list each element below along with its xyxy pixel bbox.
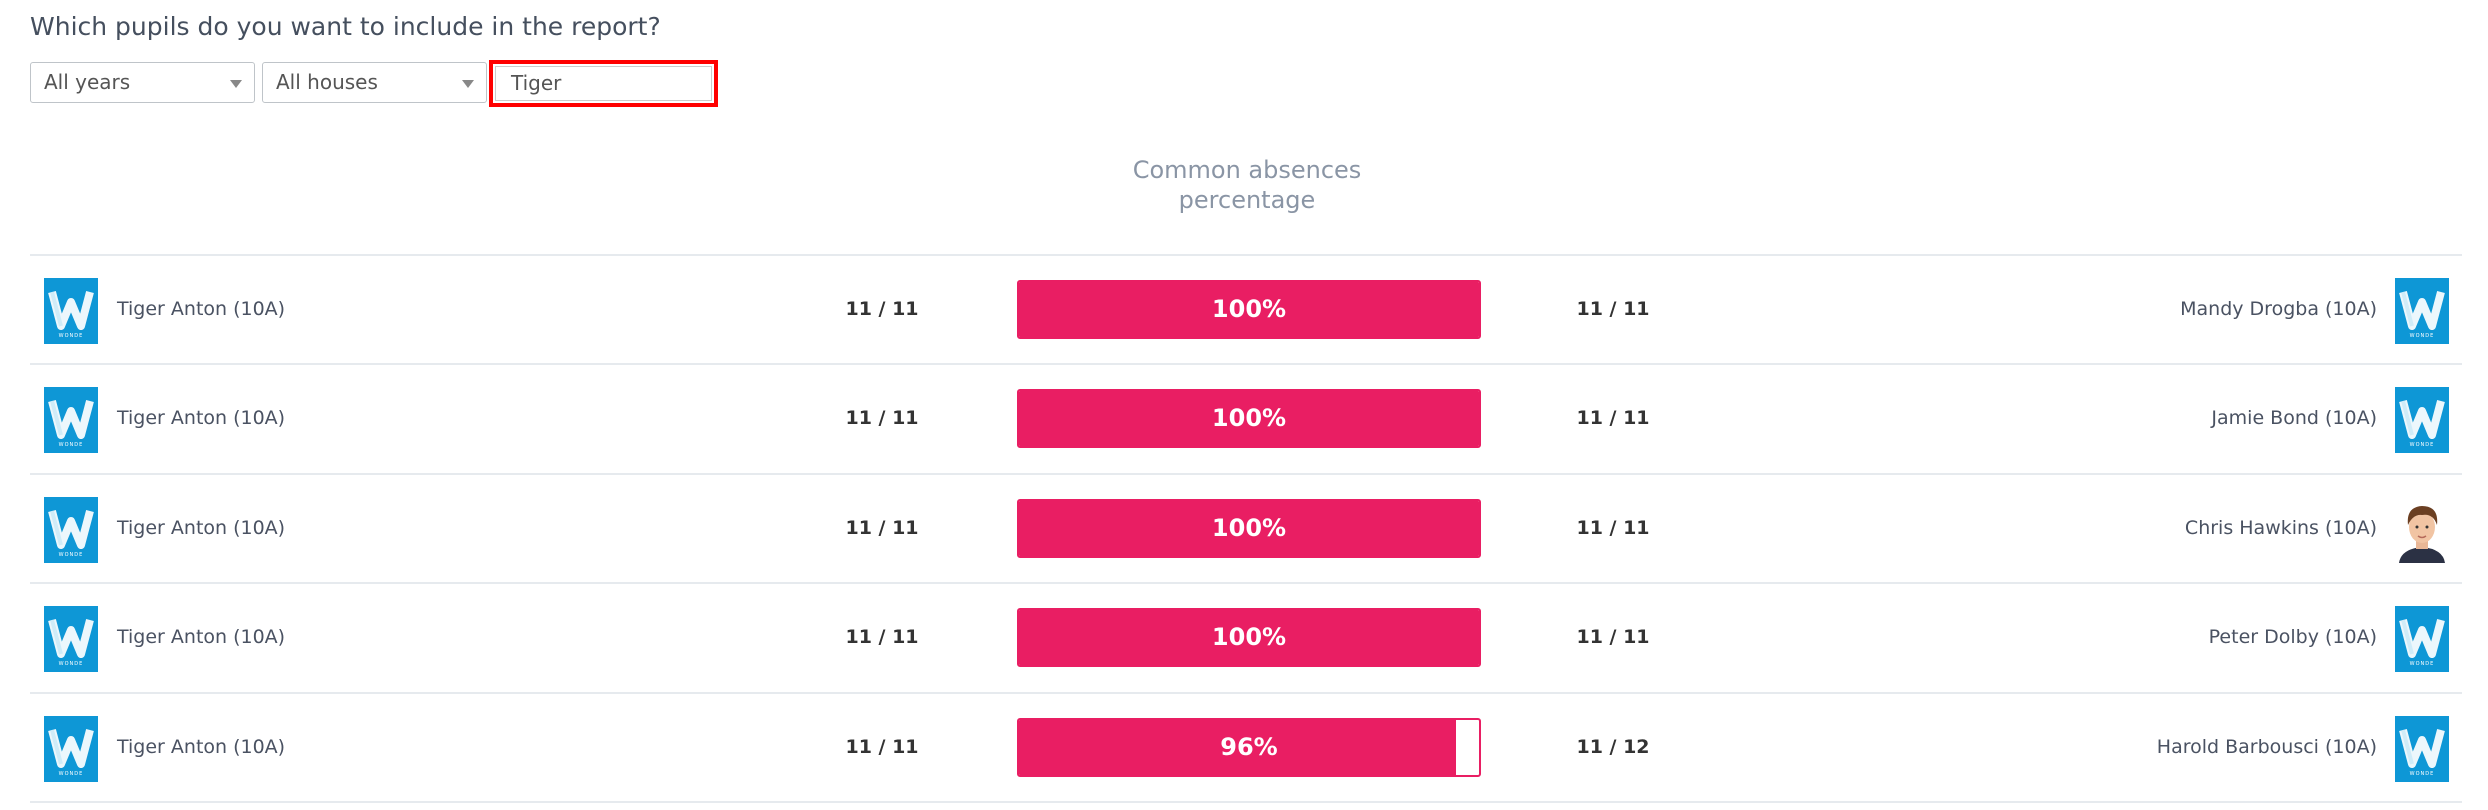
percentage-bar: 100% bbox=[1017, 389, 1481, 448]
svg-text:WONDE: WONDE bbox=[59, 552, 84, 558]
left-pupil-name[interactable]: Tiger Anton (10A) bbox=[117, 736, 286, 758]
left-pupil-name[interactable]: Tiger Anton (10A) bbox=[117, 298, 286, 320]
house-select[interactable]: All houses bbox=[262, 62, 487, 103]
percentage-bar-fill bbox=[1019, 501, 1479, 556]
table-row: WONDE Tiger Anton (10A) 11 / 11 100% 11 / 11… bbox=[30, 254, 2462, 363]
left-pupil-name[interactable]: Tiger Anton (10A) bbox=[117, 407, 286, 429]
right-pupil-name[interactable]: Chris Hawkins (10A) bbox=[2184, 517, 2377, 539]
svg-text:WONDE: WONDE bbox=[59, 333, 84, 339]
year-select-value: All years bbox=[44, 70, 131, 94]
right-pupil-name[interactable]: Peter Dolby (10A) bbox=[2208, 626, 2377, 648]
right-count: 11 / 12 bbox=[1576, 736, 1650, 758]
right-pupil-name[interactable]: Jamie Bond (10A) bbox=[2211, 407, 2377, 429]
chevron-down-icon bbox=[230, 80, 242, 88]
svg-text:WONDE: WONDE bbox=[59, 442, 84, 448]
house-select-value: All houses bbox=[276, 70, 378, 94]
table-row: WONDE Tiger Anton (10A) 11 / 11 96% 11 / 12 H… bbox=[30, 692, 2462, 803]
percentage-label: 100% bbox=[1211, 623, 1287, 651]
left-count: 11 / 11 bbox=[845, 407, 919, 429]
table-row: WONDE Tiger Anton (10A) 11 / 11 100% 11 / 11… bbox=[30, 582, 2462, 691]
svg-text:WONDE: WONDE bbox=[2410, 661, 2435, 667]
right-count: 11 / 11 bbox=[1576, 407, 1650, 429]
percentage-bar: 96% bbox=[1017, 718, 1481, 777]
year-select[interactable]: All years bbox=[30, 62, 255, 103]
wonde-logo-icon: WONDE bbox=[44, 716, 98, 782]
svg-text:WONDE: WONDE bbox=[59, 661, 84, 667]
wonde-logo-icon: WONDE bbox=[44, 606, 98, 672]
pupil-search-value: Tiger bbox=[511, 71, 562, 95]
right-count: 11 / 11 bbox=[1576, 298, 1650, 320]
percentage-label: 100% bbox=[1211, 514, 1287, 542]
left-pupil-name[interactable]: Tiger Anton (10A) bbox=[117, 626, 286, 648]
svg-text:WONDE: WONDE bbox=[2410, 442, 2435, 448]
percentage-bar-fill bbox=[1019, 610, 1479, 665]
percentage-label: 100% bbox=[1211, 295, 1287, 323]
wonde-logo-icon: WONDE bbox=[44, 278, 98, 344]
left-count: 11 / 11 bbox=[845, 736, 919, 758]
left-count: 11 / 11 bbox=[845, 298, 919, 320]
percentage-bar: 100% bbox=[1017, 608, 1481, 667]
report-question: Which pupils do you want to include in t… bbox=[30, 12, 661, 41]
svg-text:WONDE: WONDE bbox=[2410, 333, 2435, 339]
wonde-logo-icon: WONDE bbox=[2395, 278, 2449, 344]
percentage-label: 100% bbox=[1211, 404, 1287, 432]
percentage-bar: 100% bbox=[1017, 499, 1481, 558]
wonde-logo-icon: WONDE bbox=[2395, 716, 2449, 782]
percentage-bar-fill bbox=[1019, 282, 1479, 337]
wonde-logo-icon: WONDE bbox=[44, 497, 98, 563]
left-pupil-name[interactable]: Tiger Anton (10A) bbox=[117, 517, 286, 539]
svg-text:WONDE: WONDE bbox=[2410, 771, 2435, 777]
pupil-search-input[interactable]: Tiger bbox=[489, 60, 718, 107]
percentage-bar-fill bbox=[1019, 391, 1479, 446]
right-pupil-name[interactable]: Mandy Drogba (10A) bbox=[2180, 298, 2377, 320]
right-pupil-name[interactable]: Harold Barbousci (10A) bbox=[2156, 736, 2377, 758]
column-header: Common absences percentage bbox=[1047, 155, 1447, 215]
column-header-line2: percentage bbox=[1178, 186, 1316, 214]
chevron-down-icon bbox=[462, 80, 474, 88]
percentage-bar-fill bbox=[1019, 720, 1456, 775]
percentage-bar: 100% bbox=[1017, 280, 1481, 339]
left-count: 11 / 11 bbox=[845, 517, 919, 539]
pupil-photo bbox=[2395, 497, 2449, 563]
left-count: 11 / 11 bbox=[845, 626, 919, 648]
wonde-logo-icon: WONDE bbox=[2395, 606, 2449, 672]
right-count: 11 / 11 bbox=[1576, 626, 1650, 648]
svg-text:WONDE: WONDE bbox=[59, 771, 84, 777]
column-header-line1: Common absences bbox=[1132, 156, 1362, 184]
right-count: 11 / 11 bbox=[1576, 517, 1650, 539]
table-row: WONDE Tiger Anton (10A) 11 / 11 100% 11 / 11… bbox=[30, 473, 2462, 582]
wonde-logo-icon: WONDE bbox=[44, 387, 98, 453]
wonde-logo-icon: WONDE bbox=[2395, 387, 2449, 453]
percentage-label: 96% bbox=[1220, 733, 1278, 761]
table-row: WONDE Tiger Anton (10A) 11 / 11 100% 11 / 11… bbox=[30, 363, 2462, 472]
